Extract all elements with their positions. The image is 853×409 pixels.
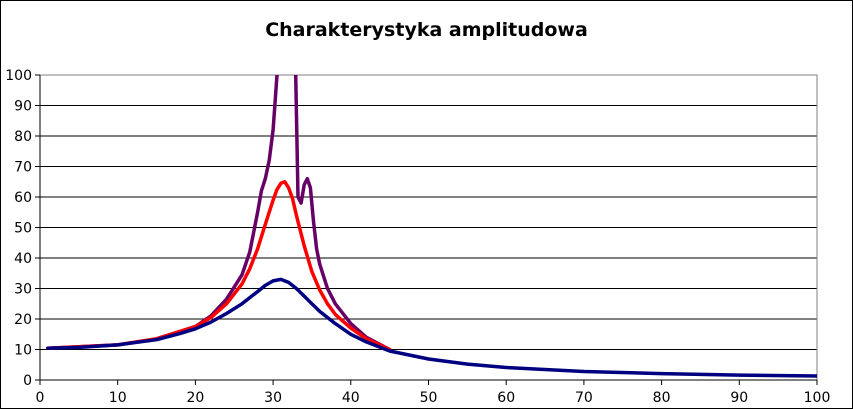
y-tick-label: 80 <box>14 129 32 145</box>
x-tick-label: 90 <box>730 390 748 406</box>
x-tick-label: 10 <box>109 390 127 406</box>
series-line-2 <box>46 180 392 352</box>
x-tick-label: 100 <box>804 390 831 406</box>
x-tick-label: 50 <box>420 390 438 406</box>
y-tick-label: 100 <box>5 68 32 84</box>
y-tick-label: 0 <box>23 373 32 389</box>
series-layer <box>46 75 817 378</box>
y-tick-label: 90 <box>14 99 32 115</box>
y-tick-label: 50 <box>14 221 32 237</box>
y-tick-label: 30 <box>14 282 32 298</box>
x-tick-label: 80 <box>653 390 671 406</box>
x-tick-label: 0 <box>36 390 45 406</box>
y-tick-label: 40 <box>14 251 32 267</box>
series-line-1 <box>46 75 392 352</box>
x-tick-label: 70 <box>575 390 593 406</box>
chart-title: Charakterystyka amplitudowa <box>265 19 588 41</box>
x-tick-label: 30 <box>264 390 282 406</box>
series-line-3 <box>46 277 817 378</box>
y-tick-label: 20 <box>14 312 32 328</box>
x-tick-label: 40 <box>342 390 360 406</box>
y-tick-label: 60 <box>14 190 32 206</box>
y-tick-label: 70 <box>14 160 32 176</box>
axis-layer: 0 10 20 30 40 50 60 70 80 90 100 0 10 20 30 40 50 60 70 80 9… <box>5 68 830 406</box>
y-tick-label: 10 <box>14 343 32 359</box>
grid-layer <box>39 74 818 381</box>
x-tick-label: 60 <box>497 390 515 406</box>
x-tick-label: 20 <box>186 390 204 406</box>
